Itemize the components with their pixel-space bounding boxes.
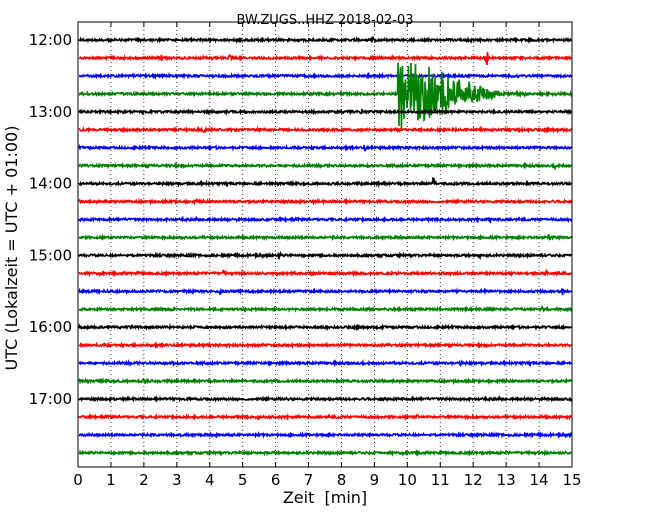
seismic-trace	[78, 233, 572, 242]
seismic-trace	[78, 35, 573, 45]
seismic-trace	[78, 287, 572, 296]
x-tick-label: 0	[73, 471, 83, 489]
seismic-trace	[78, 413, 572, 422]
seismic-trace	[78, 215, 573, 224]
seismic-trace	[78, 250, 573, 261]
trace-group	[78, 35, 573, 457]
x-tick-label: 12	[464, 471, 483, 489]
seismic-trace	[78, 161, 572, 172]
seismic-trace	[78, 62, 573, 131]
seismic-trace	[78, 395, 573, 403]
seismic-trace	[78, 430, 573, 440]
y-axis: 12:00 13:00 14:00 15:00 16:00 17:00	[29, 31, 572, 408]
x-tick-label: 8	[337, 471, 347, 489]
seismic-trace	[78, 143, 573, 152]
x-tick-label: 11	[431, 471, 450, 489]
seismic-trace	[78, 448, 572, 457]
seismic-trace	[78, 125, 572, 134]
x-tick-label: 6	[271, 471, 281, 489]
x-tick-label: 14	[530, 471, 549, 489]
x-tick-label: 15	[562, 471, 581, 489]
x-tick-label: 5	[238, 471, 248, 489]
y-axis-label: UTC (Lokalzeit = UTC + 01:00)	[2, 126, 21, 371]
chart-title: BW.ZUGS..HHZ 2018-02-03	[236, 13, 413, 28]
x-tick-label: 2	[139, 471, 149, 489]
seismic-trace	[78, 341, 572, 350]
seismic-trace	[78, 322, 572, 332]
x-tick-label: 10	[398, 471, 417, 489]
x-axis: 0 1 2 3 4 5 6 7 8 9 10 11 12 13 14 15	[73, 22, 582, 489]
y-tick-label: 14:00	[29, 175, 72, 193]
seismic-trace	[78, 51, 572, 66]
x-tick-label: 9	[370, 471, 380, 489]
y-tick-label: 12:00	[29, 31, 72, 49]
seismic-trace	[78, 304, 573, 314]
x-tick-label: 13	[497, 471, 516, 489]
x-axis-label: Zeit [min]	[283, 488, 367, 507]
seismic-trace	[78, 268, 573, 278]
y-tick-label: 15:00	[29, 246, 72, 264]
plot-frame	[77, 21, 573, 468]
seismic-trace	[78, 177, 573, 189]
y-tick-label: 13:00	[29, 103, 72, 121]
seismic-trace	[78, 358, 572, 368]
seismic-trace	[78, 107, 573, 116]
y-tick-label: 17:00	[29, 390, 72, 408]
x-tick-label: 3	[172, 471, 182, 489]
x-tick-label: 7	[304, 471, 314, 489]
x-tick-label: 4	[205, 471, 215, 489]
y-tick-label: 16:00	[29, 318, 72, 336]
seismic-trace	[78, 376, 572, 386]
x-tick-label: 1	[106, 471, 116, 489]
seismic-trace	[78, 71, 573, 81]
seismic-trace	[78, 197, 573, 206]
